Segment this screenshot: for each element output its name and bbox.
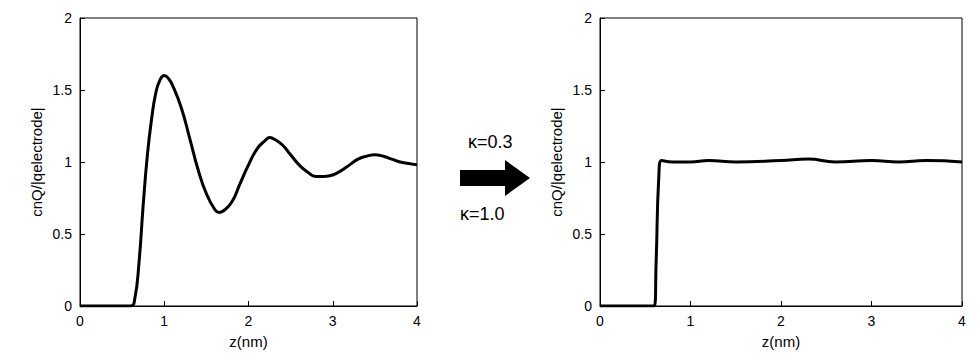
- svg-text:0.5: 0.5: [53, 226, 73, 242]
- svg-text:cnQ/|qelectrode|: cnQ/|qelectrode|: [548, 107, 565, 217]
- svg-text:0: 0: [584, 298, 592, 314]
- svg-text:3: 3: [868, 313, 876, 329]
- svg-text:cnQ/|qelectrode|: cnQ/|qelectrode|: [28, 107, 45, 217]
- svg-text:κ=0.3: κ=0.3: [468, 132, 513, 152]
- svg-text:2: 2: [584, 10, 592, 26]
- svg-text:1: 1: [584, 154, 592, 170]
- svg-text:3: 3: [329, 313, 337, 329]
- svg-text:z(nm): z(nm): [762, 333, 800, 350]
- svg-text:1: 1: [64, 154, 72, 170]
- svg-text:1: 1: [687, 313, 695, 329]
- svg-text:z(nm): z(nm): [229, 333, 267, 350]
- svg-text:0: 0: [596, 313, 604, 329]
- svg-text:1.5: 1.5: [573, 82, 593, 98]
- svg-text:κ=1.0: κ=1.0: [460, 204, 505, 224]
- svg-text:2: 2: [777, 313, 785, 329]
- svg-text:2: 2: [245, 313, 253, 329]
- svg-text:0.5: 0.5: [573, 226, 593, 242]
- svg-text:0: 0: [76, 313, 84, 329]
- svg-text:2: 2: [64, 10, 72, 26]
- svg-text:1: 1: [160, 313, 168, 329]
- svg-text:4: 4: [958, 313, 966, 329]
- svg-text:4: 4: [413, 313, 421, 329]
- svg-text:0: 0: [64, 298, 72, 314]
- svg-text:1.5: 1.5: [53, 82, 73, 98]
